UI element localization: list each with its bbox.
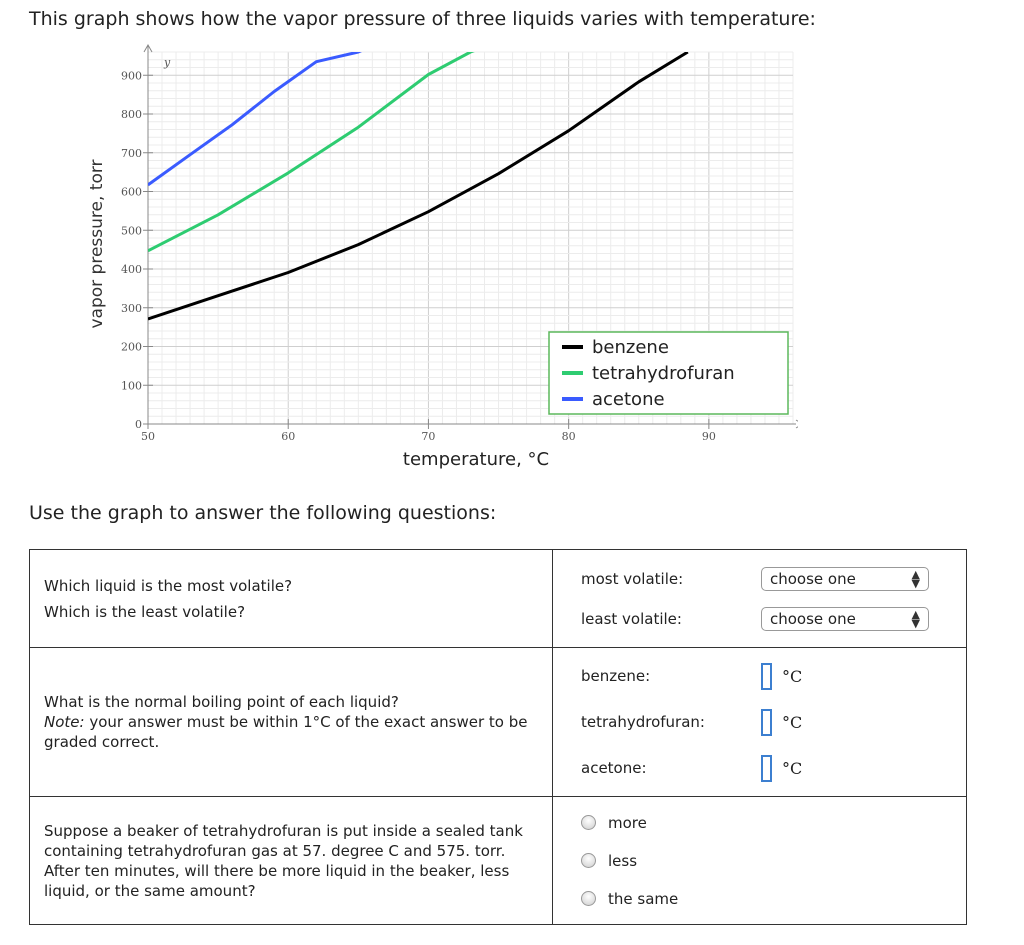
least-volatile-select[interactable]: choose one ▲ ▼	[761, 606, 929, 631]
y-tick-label: 200	[121, 341, 142, 354]
question-boiling-line1: What is the normal boiling point of each…	[44, 693, 399, 711]
question-row-boiling-point: What is the normal boiling point of each…	[29, 647, 967, 797]
note-text: your answer must be within 1°C of the ex…	[44, 713, 528, 751]
tetrahydrofuran-label: tetrahydrofuran:	[581, 713, 705, 731]
acetone-unit: °C	[782, 758, 803, 778]
benzene-boiling-input[interactable]	[761, 662, 772, 690]
x-tick-label: 90	[702, 430, 716, 443]
x-axis-arrow	[795, 419, 798, 429]
y-tick-label: 900	[121, 69, 142, 82]
most-volatile-select[interactable]: choose one ▲ ▼	[761, 566, 929, 591]
y-tick-label: 300	[121, 302, 142, 315]
x-tick-label: 80	[562, 430, 576, 443]
question-volatility: Which liquid is the most volatile? Which…	[29, 549, 553, 648]
question-beaker: Suppose a beaker of tetrahydrofuran is p…	[29, 796, 553, 925]
legend-box	[548, 331, 789, 415]
most-volatile-label: most volatile:	[581, 569, 684, 588]
y-tick-label: 0	[135, 418, 142, 431]
series-line-tetrahydrofuran	[148, 52, 475, 253]
answers-beaker: more less the same	[552, 796, 967, 925]
select-arrows-icon: ▲ ▼	[911, 607, 920, 630]
legend-label-tetrahydrofuran: tetrahydrofuran	[592, 363, 735, 384]
radio-less[interactable]	[581, 853, 596, 868]
y-axis-letter: y	[163, 56, 171, 69]
y-tick-label: 400	[121, 263, 142, 276]
radio-same[interactable]	[581, 891, 596, 906]
questions-table: Which liquid is the most volatile? Which…	[29, 549, 967, 925]
x-axis-label: temperature, °C	[403, 449, 549, 470]
subhead-text: Use the graph to answer the following qu…	[29, 502, 497, 524]
intro-text: This graph shows how the vapor pressure …	[29, 8, 816, 30]
y-tick-label: 600	[121, 186, 142, 199]
chart-legend: benzene tetrahydrofuran acetone	[548, 331, 789, 415]
y-tick-label: 500	[121, 224, 142, 237]
acetone-boiling-input[interactable]	[761, 754, 772, 782]
question-boiling-note: Note: your answer must be within 1°C of …	[44, 712, 538, 752]
question-row-volatility: Which liquid is the most volatile? Which…	[29, 549, 967, 648]
answers-boiling-point: benzene: °C tetrahydrofuran: °C acetone:…	[552, 647, 967, 797]
most-volatile-select-value: choose one	[770, 569, 856, 588]
question-boiling-point: What is the normal boiling point of each…	[29, 647, 553, 797]
y-tick-label: 800	[121, 108, 142, 121]
x-tick-label: 60	[281, 430, 295, 443]
acetone-label: acetone:	[581, 759, 647, 777]
series-line-acetone	[148, 52, 363, 187]
question-row-beaker: Suppose a beaker of tetrahydrofuran is p…	[29, 796, 967, 925]
question-volatility-line1: Which liquid is the most volatile?	[44, 576, 293, 595]
chart-series	[148, 52, 689, 321]
y-tick-label: 700	[121, 147, 142, 160]
tetrahydrofuran-unit: °C	[782, 712, 803, 732]
least-volatile-label: least volatile:	[581, 609, 682, 628]
benzene-unit: °C	[782, 666, 803, 686]
legend-label-acetone: acetone	[592, 389, 665, 410]
option-same-label: the same	[608, 889, 679, 908]
question-volatility-line2: Which is the least volatile?	[44, 602, 246, 621]
x-tick-label: 50	[141, 430, 155, 443]
y-axis-arrow	[143, 44, 153, 53]
tetrahydrofuran-boiling-input[interactable]	[761, 708, 772, 736]
answers-volatility: most volatile: choose one ▲ ▼ least volat…	[552, 549, 967, 648]
legend-label-benzene: benzene	[592, 337, 669, 358]
option-more-label: more	[608, 813, 647, 832]
y-axis-label: vapor pressure, torr	[87, 159, 107, 328]
benzene-label: benzene:	[581, 667, 651, 685]
chart-axes	[143, 44, 798, 429]
y-tick-label: 100	[121, 379, 142, 392]
select-arrows-icon: ▲ ▼	[911, 567, 920, 590]
least-volatile-select-value: choose one	[770, 609, 856, 628]
option-less-label: less	[608, 851, 638, 870]
x-tick-label: 70	[421, 430, 435, 443]
note-label: Note:	[44, 713, 85, 731]
radio-more[interactable]	[581, 815, 596, 830]
series-line-benzene	[148, 52, 689, 321]
